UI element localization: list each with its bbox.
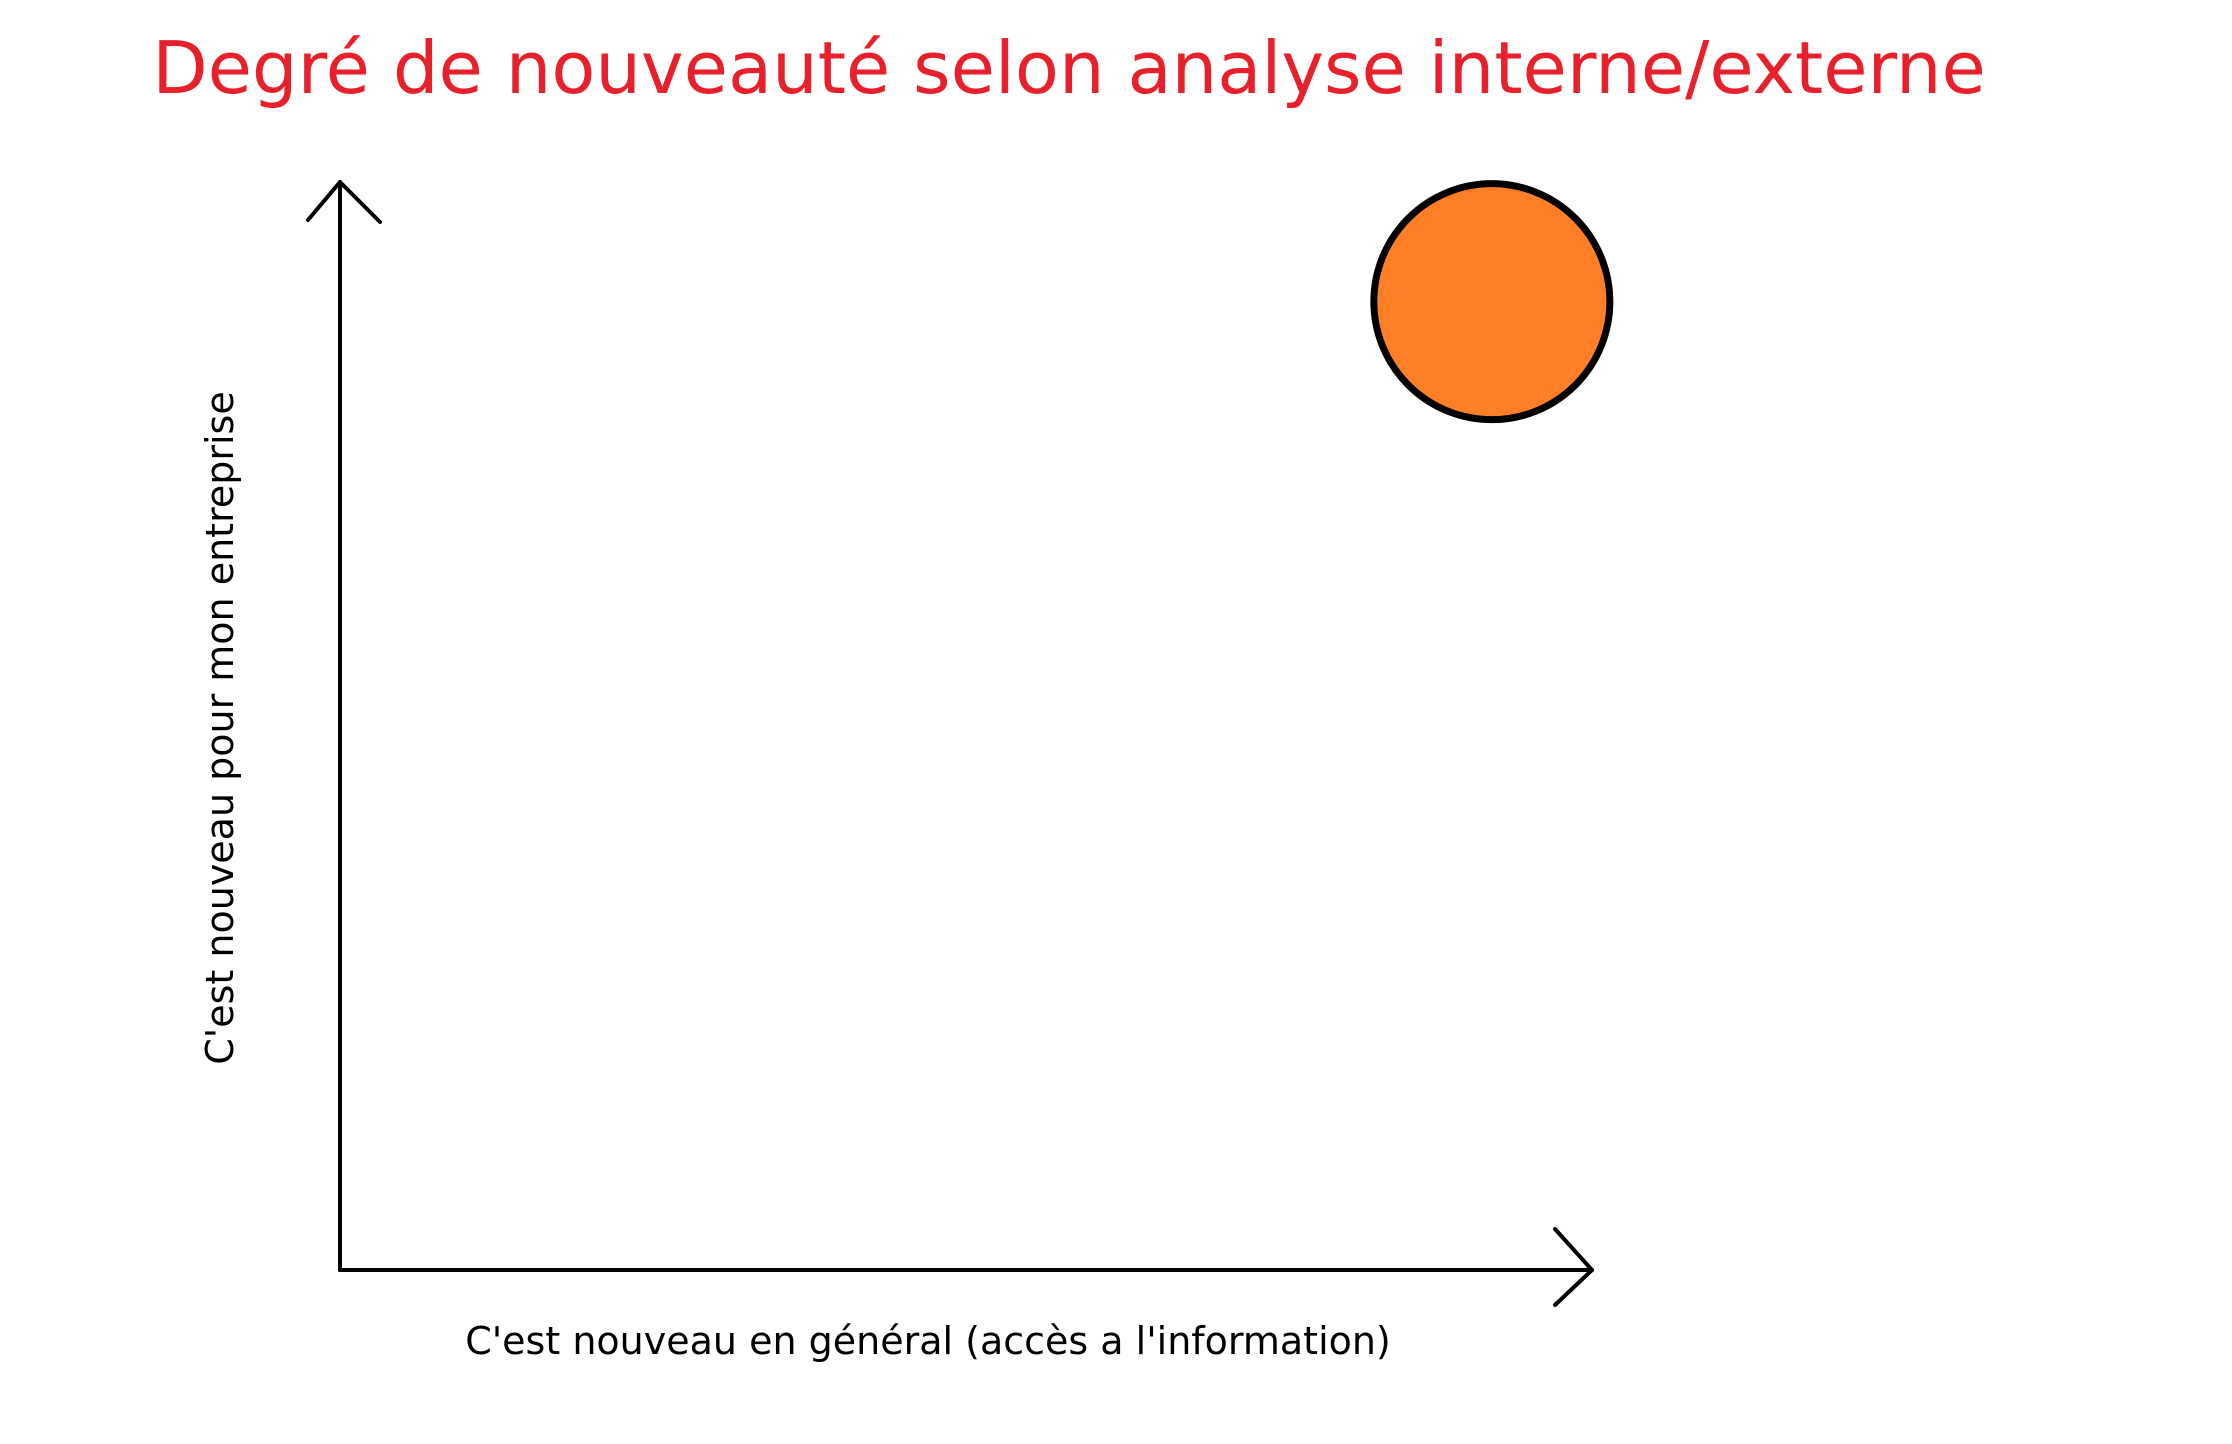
y-axis-arrowhead xyxy=(306,180,382,224)
y-axis xyxy=(306,180,382,1272)
x-axis-label: C'est nouveau en général (accès a l'info… xyxy=(465,1319,1391,1363)
x-axis xyxy=(338,1227,1594,1307)
data-points xyxy=(1370,180,1614,424)
y-axis-label: C'est nouveau pour mon entreprise xyxy=(198,391,242,1064)
data-point xyxy=(1370,180,1614,424)
x-axis-arrowhead xyxy=(1553,1227,1594,1307)
chart-title: Degré de nouveauté selon analyse interne… xyxy=(152,26,1986,110)
